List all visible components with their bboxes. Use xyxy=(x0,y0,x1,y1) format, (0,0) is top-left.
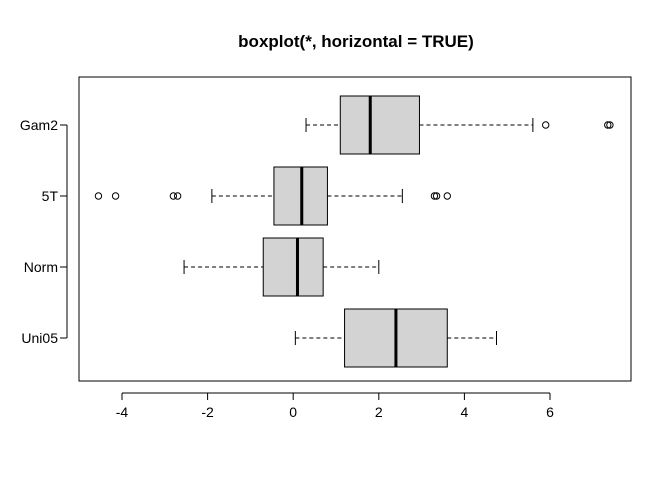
box-iqr xyxy=(262,237,324,297)
outlier-point xyxy=(604,121,612,129)
outlier-point xyxy=(169,192,178,200)
outlier-point xyxy=(443,192,451,200)
y-tick-label: Gam2 xyxy=(20,117,58,133)
plot-frame xyxy=(78,76,632,382)
box-group xyxy=(94,95,614,368)
x-tick-label: 2 xyxy=(375,404,383,420)
x-tick-label: -4 xyxy=(116,404,129,420)
x-tick-label: 4 xyxy=(461,404,469,420)
y-axis: Uni05 Norm 5T Gam2 xyxy=(20,117,68,346)
y-tick-label: Uni05 xyxy=(21,330,58,346)
x-tick-label: 6 xyxy=(546,404,554,420)
outlier-point xyxy=(432,192,441,200)
outlier-point xyxy=(606,121,614,129)
y-tick-label: 5T xyxy=(42,188,59,204)
outlier-point xyxy=(542,121,550,129)
x-tick-label: 0 xyxy=(289,404,297,420)
box-uni05 xyxy=(294,308,497,368)
outlier-point xyxy=(111,192,120,200)
box-gam2 xyxy=(305,95,614,155)
box-norm xyxy=(183,237,380,297)
y-tick-label: Norm xyxy=(24,259,58,275)
box-iqr xyxy=(339,95,420,155)
chart-title: boxplot(*, horizontal = TRUE) xyxy=(238,32,474,51)
x-axis: -4 -2 0 2 4 6 xyxy=(116,392,554,420)
x-tick-label: -2 xyxy=(201,404,214,420)
box-5t xyxy=(94,166,451,226)
outlier-point xyxy=(94,192,103,200)
outlier-point xyxy=(430,192,439,200)
outlier-point xyxy=(173,192,182,200)
